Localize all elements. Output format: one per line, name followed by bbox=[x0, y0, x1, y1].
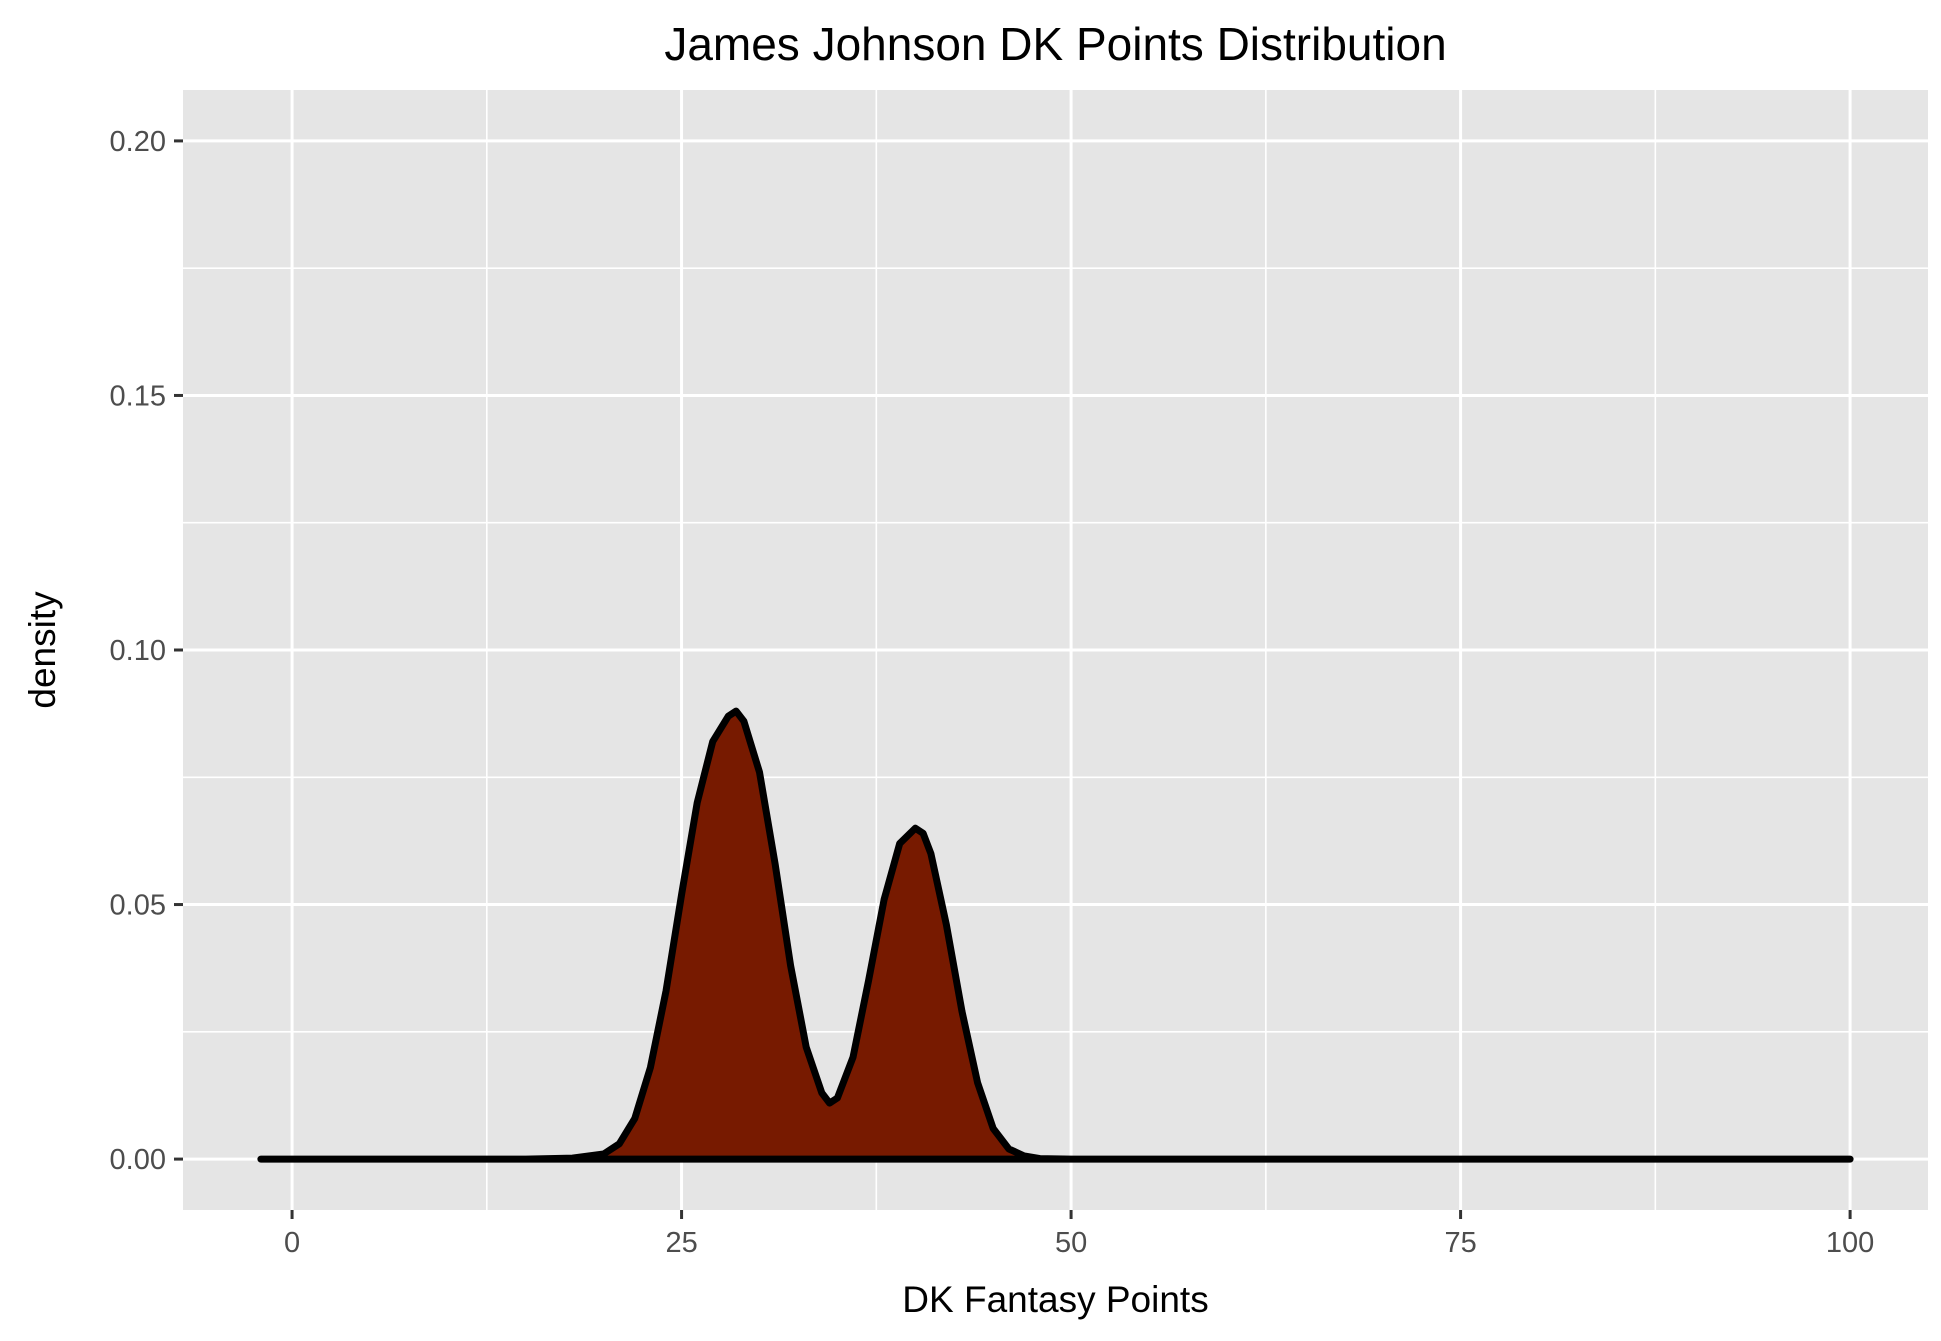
density-line bbox=[257, 707, 1854, 1163]
y-tick-label: 0.15 bbox=[110, 380, 166, 412]
y-tick-label: 0.10 bbox=[110, 635, 166, 667]
y-tick-label: 0.05 bbox=[110, 890, 166, 922]
x-tick-label: 25 bbox=[665, 1227, 697, 1259]
y-tick-label: 0.00 bbox=[110, 1144, 166, 1176]
x-tick-label: 50 bbox=[1055, 1227, 1087, 1259]
x-tick-label: 100 bbox=[1826, 1227, 1874, 1259]
x-axis: 0 25 50 75 100 bbox=[284, 1210, 1874, 1259]
chart-title: James Johnson DK Points Distribution bbox=[664, 18, 1446, 70]
density-area bbox=[260, 711, 1851, 1160]
y-axis: 0.00 0.05 0.10 0.15 0.20 bbox=[110, 126, 183, 1176]
y-tick-label: 0.20 bbox=[110, 126, 166, 158]
x-tick-label: 0 bbox=[284, 1227, 300, 1259]
x-tick-label: 75 bbox=[1444, 1227, 1476, 1259]
y-axis-title: density bbox=[22, 591, 63, 709]
x-axis-title: DK Fantasy Points bbox=[902, 1279, 1208, 1320]
